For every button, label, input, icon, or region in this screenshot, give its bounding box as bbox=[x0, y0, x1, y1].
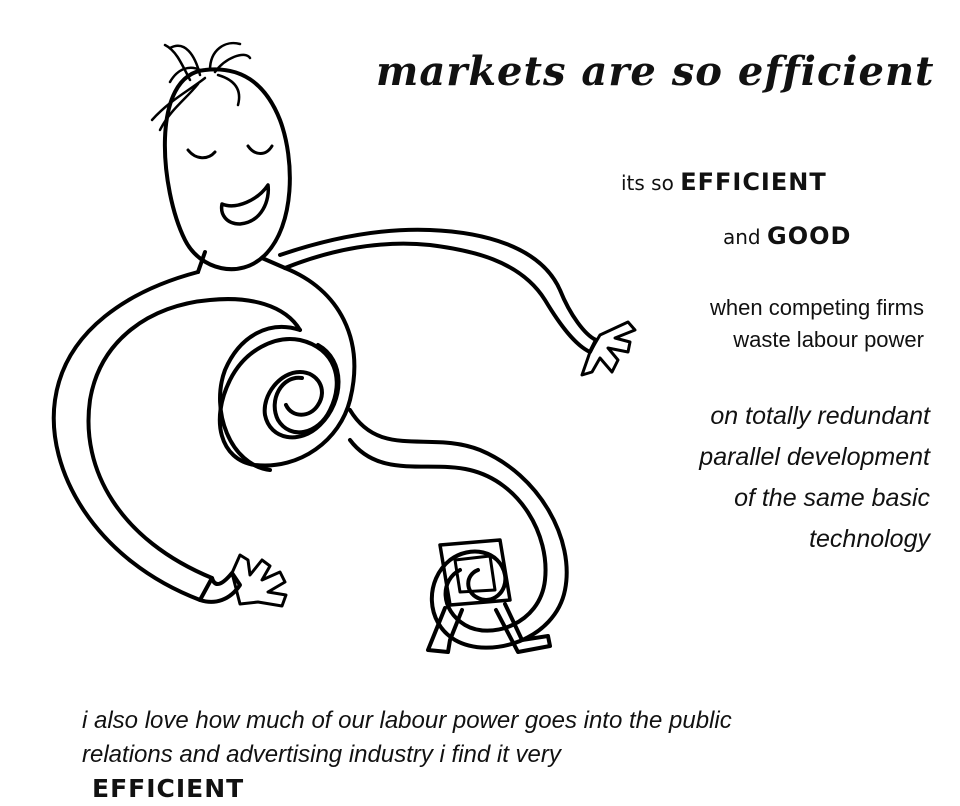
para2-line: parallel development bbox=[699, 443, 930, 471]
mouth bbox=[219, 183, 271, 226]
line1-prefix: its so bbox=[621, 171, 674, 195]
para1-line: waste labour power bbox=[733, 327, 924, 352]
body bbox=[51, 270, 302, 602]
para2-line: technology bbox=[809, 525, 930, 553]
line2-prefix: and bbox=[723, 225, 761, 249]
tail-box bbox=[438, 538, 512, 607]
line2-emphasis: GOOD bbox=[767, 222, 852, 250]
bottom-caption: i also love how much of our labour power… bbox=[82, 704, 732, 806]
left-hand bbox=[230, 553, 288, 608]
left-eye bbox=[186, 148, 217, 160]
right-arm bbox=[278, 227, 598, 354]
right-leg bbox=[494, 602, 552, 654]
line-its-so-efficient: its so EFFICIENT bbox=[621, 168, 827, 196]
right-hand bbox=[580, 320, 637, 377]
para1-line: when competing firms bbox=[710, 295, 924, 320]
bottom-line-2: relations and advertising industry i fin… bbox=[82, 738, 732, 806]
paragraph-redundant-development: on totally redundant parallel developmen… bbox=[640, 396, 930, 560]
para2-line: of the same basic bbox=[734, 484, 930, 512]
bottom-line-2-text: relations and advertising industry i fin… bbox=[82, 741, 561, 768]
right-eye bbox=[246, 144, 274, 155]
left-leg bbox=[426, 606, 464, 654]
tail bbox=[348, 408, 569, 650]
title: markets are so efficient bbox=[376, 48, 935, 95]
coil bbox=[262, 343, 341, 440]
left-arm bbox=[198, 571, 242, 604]
paragraph-competing-firms: when competing firms waste labour power bbox=[662, 292, 924, 356]
bottom-emphasis: EFFICIENT bbox=[92, 774, 245, 803]
bottom-line-1: i also love how much of our labour power… bbox=[82, 707, 732, 734]
line-and-good: and GOOD bbox=[723, 222, 851, 250]
para2-line: on totally redundant bbox=[710, 402, 930, 430]
line1-emphasis: EFFICIENT bbox=[680, 168, 827, 196]
